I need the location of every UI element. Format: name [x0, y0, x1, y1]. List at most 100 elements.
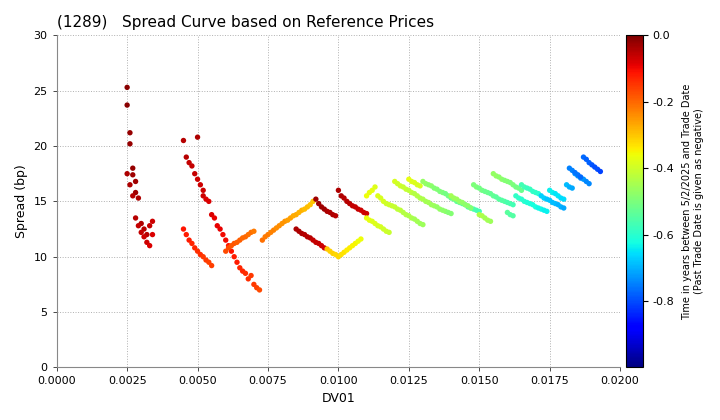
Point	[487, 192, 499, 199]
Point	[197, 187, 209, 194]
Point	[456, 200, 468, 207]
Point	[206, 262, 217, 269]
Point	[138, 234, 150, 240]
Point	[409, 179, 420, 186]
Point	[181, 231, 192, 238]
Point	[282, 217, 294, 223]
Point	[220, 237, 232, 244]
Point	[549, 200, 561, 207]
Point	[549, 190, 561, 197]
Point	[222, 242, 234, 249]
Y-axis label: Time in years between 5/2/2025 and Trade Date
(Past Trade Date is given as negat: Time in years between 5/2/2025 and Trade…	[683, 83, 704, 320]
Y-axis label: Spread (bp): Spread (bp)	[15, 165, 28, 238]
Point	[406, 189, 418, 196]
Point	[364, 217, 375, 223]
Point	[287, 213, 299, 219]
Point	[246, 229, 257, 236]
Point	[482, 217, 493, 223]
Point	[279, 218, 291, 225]
Point	[437, 207, 449, 214]
Point	[434, 188, 446, 195]
Point	[471, 207, 482, 214]
Point	[141, 231, 153, 238]
Point	[296, 207, 307, 214]
Point	[259, 234, 271, 240]
Point	[493, 173, 505, 180]
Point	[555, 204, 567, 210]
Point	[502, 178, 513, 185]
Point	[533, 190, 544, 197]
Point	[431, 186, 443, 192]
Point	[448, 196, 459, 202]
Point	[575, 175, 586, 181]
Point	[502, 199, 513, 206]
Point	[445, 195, 456, 202]
Point	[499, 198, 510, 205]
Point	[508, 181, 519, 188]
Point	[530, 204, 541, 210]
Point	[203, 259, 215, 265]
Point	[299, 206, 310, 213]
Point	[265, 229, 276, 236]
Point	[243, 231, 254, 238]
Point	[580, 156, 592, 163]
Point	[181, 154, 192, 160]
Point	[490, 194, 502, 200]
Point	[389, 204, 400, 210]
Point	[499, 177, 510, 184]
Point	[130, 215, 141, 221]
Point	[395, 207, 406, 214]
Point	[302, 204, 313, 210]
Point	[375, 195, 387, 202]
Point	[355, 207, 366, 214]
Point	[406, 178, 418, 185]
Point	[454, 199, 465, 206]
Point	[412, 218, 423, 225]
Point	[572, 171, 584, 178]
Point	[527, 188, 539, 195]
Point	[352, 206, 364, 213]
Point	[513, 195, 524, 202]
Point	[459, 201, 471, 208]
Point	[274, 222, 285, 229]
Point	[302, 234, 313, 240]
Point	[521, 185, 533, 192]
Point	[310, 239, 322, 246]
Point	[555, 195, 567, 202]
Point	[240, 234, 251, 240]
Point	[536, 192, 547, 199]
Point	[321, 208, 333, 215]
X-axis label: DV01: DV01	[322, 392, 355, 405]
Point	[352, 238, 364, 244]
Point	[333, 187, 344, 194]
Point	[493, 196, 505, 202]
Point	[544, 187, 555, 194]
Point	[124, 181, 135, 188]
Point	[212, 222, 223, 229]
Point	[217, 231, 229, 238]
Point	[299, 231, 310, 238]
Point	[321, 246, 333, 252]
Text: (1289)   Spread Curve based on Reference Prices: (1289) Spread Curve based on Reference P…	[57, 15, 434, 30]
Point	[369, 220, 381, 227]
Point	[397, 184, 409, 190]
Point	[141, 239, 153, 246]
Point	[459, 201, 471, 208]
Point	[440, 190, 451, 197]
Point	[144, 242, 156, 249]
Point	[361, 192, 372, 199]
Point	[234, 265, 246, 271]
Point	[228, 253, 240, 260]
Point	[307, 198, 319, 205]
Point	[431, 204, 443, 210]
Point	[327, 211, 338, 218]
Point	[471, 184, 482, 190]
Point	[369, 184, 381, 190]
Point	[468, 206, 480, 213]
Point	[225, 248, 237, 255]
Point	[423, 199, 434, 206]
Point	[485, 190, 496, 197]
Point	[324, 209, 336, 216]
Point	[539, 195, 550, 202]
Point	[130, 189, 141, 196]
